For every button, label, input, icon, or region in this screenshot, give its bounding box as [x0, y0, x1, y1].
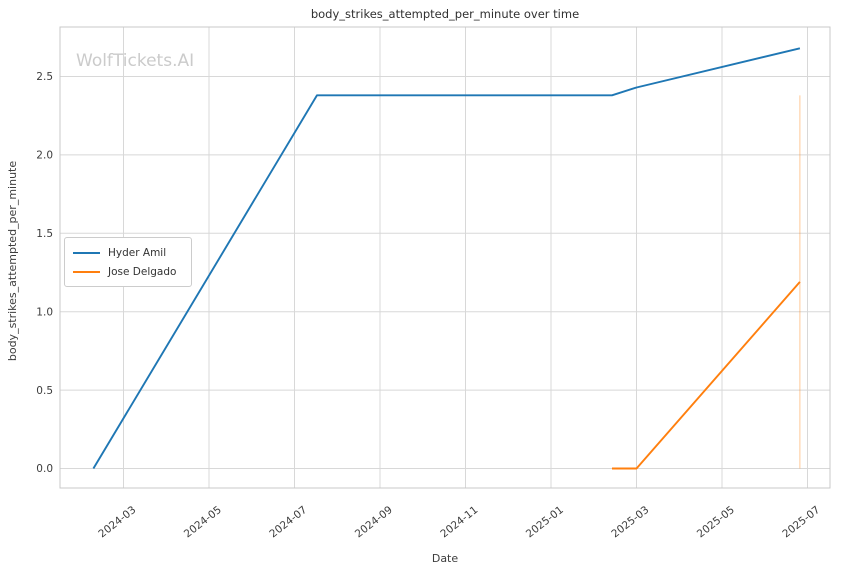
y-tick-label: 1.0 [36, 306, 53, 318]
legend: Hyder Amil Jose Delgado [64, 237, 192, 287]
tick-labels: 2024-03 2024-05 2024-07 2024-09 2024-11 2025-… [36, 71, 822, 540]
x-tick-label: 2025-05 [695, 504, 737, 540]
watermark: WolfTickets.AI [76, 51, 194, 71]
legend-line-swatch-orange [73, 270, 100, 273]
x-tick-label: 2025-01 [524, 504, 566, 540]
y-tick-label: 2.5 [36, 71, 53, 83]
x-tick-label: 2024-11 [438, 504, 480, 540]
x-tick-label: 2024-09 [353, 504, 395, 540]
plot-border [59, 26, 831, 489]
legend-label: Jose Delgado [108, 265, 177, 278]
series-line-jose-delgado [612, 281, 801, 470]
legend-item-jose-delgado: Jose Delgado [73, 262, 183, 281]
x-tick-label: 2024-05 [182, 504, 224, 540]
legend-item-hyder-amil: Hyder Amil [73, 243, 183, 262]
y-tick-label: 0.0 [36, 463, 53, 475]
x-tick-label: 2025-03 [609, 504, 651, 540]
y-axis-label: body_strikes_attempted_per_minute [6, 161, 19, 361]
legend-line-swatch-blue [73, 251, 100, 254]
y-tick-label: 1.5 [36, 228, 53, 240]
x-tick-label: 2024-07 [267, 504, 309, 540]
legend-label: Hyder Amil [108, 246, 167, 259]
chart-title: body_strikes_attempted_per_minute over t… [311, 7, 579, 21]
data-series [92, 47, 801, 470]
y-tick-label: 0.5 [36, 385, 53, 397]
y-tick-label: 2.0 [36, 150, 53, 162]
x-tick-label: 2025-07 [780, 504, 822, 540]
x-tick-label: 2024-03 [96, 504, 138, 540]
x-axis-label: Date [432, 552, 459, 565]
series-line-hyder-amil [92, 47, 801, 469]
